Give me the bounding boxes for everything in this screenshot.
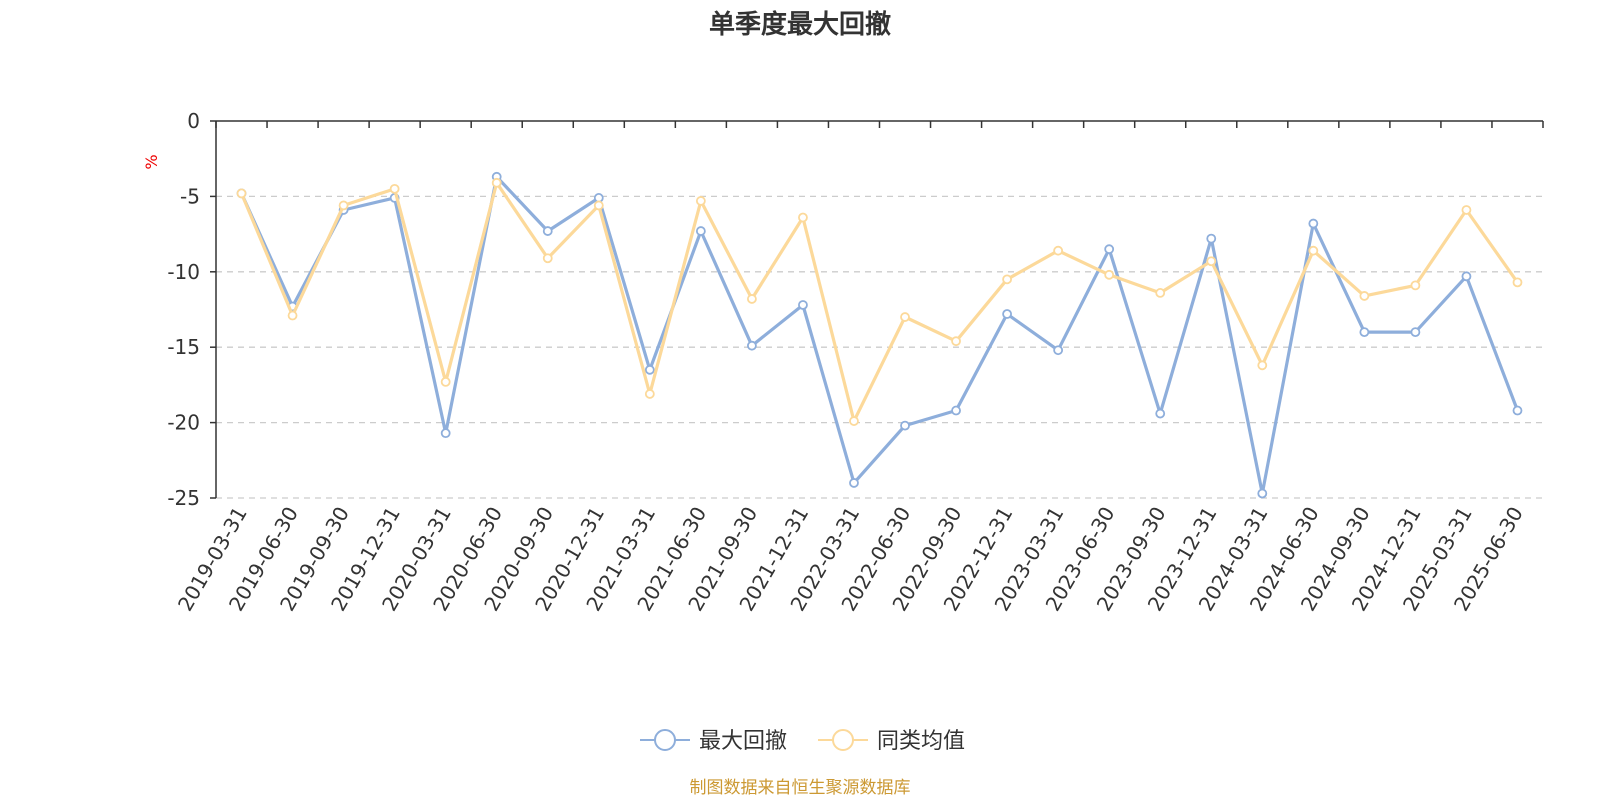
legend-item-2[interactable]: 同类均值: [818, 729, 965, 754]
data-point: [849, 416, 859, 426]
data-point: [1104, 244, 1115, 255]
data-point: [1155, 288, 1166, 298]
legend-marker: [832, 729, 854, 751]
data-point: [1155, 408, 1166, 419]
legend[interactable]: 最大回撤 同类均值: [640, 729, 965, 754]
data-point: [900, 312, 910, 322]
data-point: [849, 478, 859, 488]
data-point: [747, 340, 757, 351]
data-point: [287, 310, 298, 321]
data-point: [1359, 291, 1370, 301]
data-point: [900, 420, 910, 431]
axes: [210, 120, 1544, 499]
data-point: [440, 376, 451, 387]
data-point: [1461, 271, 1472, 282]
data-point: [951, 405, 961, 416]
y-tick-labels: 0 -5 -10 -15 -20 -25: [167, 109, 200, 510]
data-point: [747, 294, 757, 304]
y-axis-unit: %: [142, 154, 161, 169]
legend-item-1[interactable]: 最大回撤: [640, 729, 787, 754]
data-point: [338, 200, 349, 211]
data-point: [1359, 327, 1370, 338]
series-lines: [236, 171, 1523, 499]
data-point: [1104, 269, 1115, 280]
data-point: [695, 196, 706, 206]
data-point: [1002, 309, 1012, 319]
data-point: [491, 177, 502, 188]
data-point: [1002, 274, 1012, 285]
chart-title: 单季度最大回撤: [709, 9, 891, 40]
data-point: [440, 428, 451, 439]
data-point: [1206, 256, 1217, 267]
legend-marker: [654, 729, 676, 751]
series-line: [240, 181, 1519, 423]
series-2: [236, 177, 1523, 426]
data-point: [1053, 245, 1064, 256]
data-point: [798, 300, 808, 310]
data-point: [798, 212, 808, 223]
data-point: [1308, 218, 1319, 229]
data-point: [1257, 360, 1268, 371]
data-point: [1410, 327, 1421, 338]
data-point: [1257, 488, 1268, 499]
data-point: [1461, 205, 1472, 215]
data-point: [542, 226, 553, 236]
y-tick-label: -5: [180, 184, 200, 208]
source-note: 制图数据来自恒生聚源数据库: [690, 778, 911, 798]
data-point: [1308, 245, 1319, 256]
data-point: [1512, 405, 1523, 416]
y-tick-label: -15: [167, 335, 200, 359]
data-point: [1053, 345, 1064, 356]
x-tick-labels: 2019-03-312019-06-302019-09-302019-12-31…: [173, 502, 1528, 615]
data-point: [1410, 280, 1421, 291]
y-tick-label: -20: [167, 411, 200, 435]
data-point: [542, 253, 553, 264]
data-point: [389, 183, 400, 194]
legend-label: 同类均值: [877, 729, 965, 754]
data-point: [1206, 233, 1217, 244]
data-point: [644, 364, 655, 375]
data-point: [951, 336, 961, 347]
legend-label: 最大回撤: [699, 729, 787, 754]
data-point: [644, 389, 655, 399]
y-tick-label: 0: [187, 109, 200, 133]
data-point: [1512, 277, 1523, 288]
series-1: [236, 171, 1523, 499]
data-point: [593, 200, 604, 211]
y-tick-label: -10: [167, 260, 200, 284]
data-point: [695, 226, 706, 236]
y-tick-label: -25: [167, 486, 200, 510]
data-point: [236, 188, 247, 199]
